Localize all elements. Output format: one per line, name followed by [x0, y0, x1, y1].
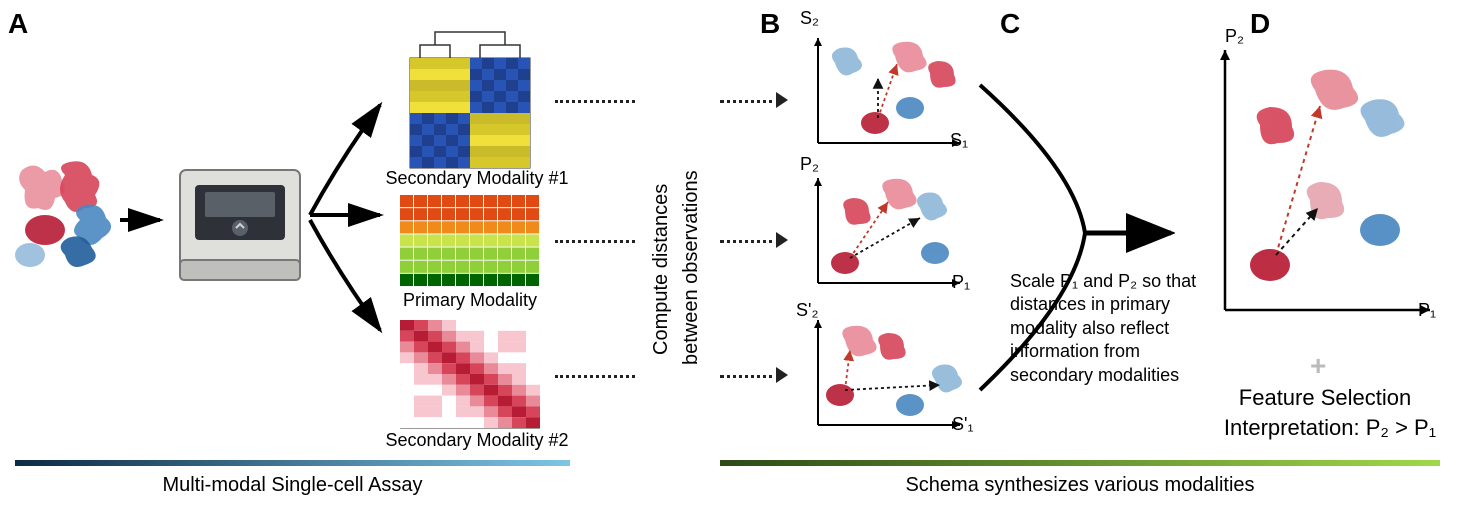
- dotted-arrow-1b: [720, 100, 780, 103]
- panel-label-b: B: [760, 8, 780, 40]
- axis-b-mid-x: P₁: [952, 272, 970, 293]
- panel-label-a: A: [8, 8, 28, 40]
- dotted-arrow-3b: [720, 375, 780, 378]
- caption-left: Multi-modal Single-cell Assay: [15, 474, 570, 497]
- scatter-b-top: [800, 28, 970, 163]
- caption-right: Schema synthesizes various modalities: [720, 474, 1440, 497]
- underline-left: [15, 460, 570, 468]
- arrow-cells-to-sequencer: [120, 205, 170, 235]
- dotted-arrow-2b: [720, 240, 780, 243]
- dotted-arrowhead-3: [776, 367, 790, 383]
- label-secondary-2: Secondary Modality #2: [372, 430, 582, 451]
- label-primary: Primary Modality: [400, 290, 540, 311]
- dotted-arrowhead-2: [776, 232, 790, 248]
- label-secondary-1: Secondary Modality #1: [372, 168, 582, 189]
- scatter-b-mid: [800, 168, 970, 303]
- dotted-arrow-1a: [555, 100, 635, 103]
- axis-d-y: P₂: [1225, 26, 1244, 47]
- arrows-sequencer-out: [305, 60, 395, 350]
- dotted-arrow-2a: [555, 240, 635, 243]
- axis-b-top-x: S₁: [950, 130, 968, 151]
- scatter-d: [1200, 40, 1440, 335]
- plus-icon: +: [1310, 350, 1326, 382]
- vert-label-2: between observations: [680, 105, 703, 365]
- panel-label-d: D: [1250, 8, 1270, 40]
- label-feature-selection: Feature Selection: [1225, 385, 1425, 411]
- axis-b-top-y: S₂: [800, 8, 819, 29]
- axis-b-bot-y: S'₂: [796, 300, 818, 321]
- sequencer-icon: [170, 150, 310, 300]
- vert-label-1: Compute distances: [650, 115, 673, 355]
- heatmap-secondary-2: [400, 320, 540, 430]
- axis-d-x: P₁: [1418, 300, 1436, 321]
- axis-b-bot-x: S'₁: [952, 414, 974, 435]
- heatmap-primary: [400, 195, 540, 290]
- label-interpretation: Interpretation: P₂ > P₁: [1205, 415, 1455, 441]
- dotted-arrow-3a: [555, 375, 635, 378]
- scatter-b-bottom: [800, 310, 970, 445]
- underline-right: [720, 460, 1440, 468]
- cell-cluster-input: [10, 160, 120, 280]
- panel-c-description: Scale P₁ and P₂ so that distances in pri…: [1010, 270, 1220, 387]
- dotted-arrowhead-1: [776, 92, 790, 108]
- panel-label-c: C: [1000, 8, 1020, 40]
- heatmap-secondary-1: [400, 20, 540, 170]
- axis-b-mid-y: P₂: [800, 154, 819, 175]
